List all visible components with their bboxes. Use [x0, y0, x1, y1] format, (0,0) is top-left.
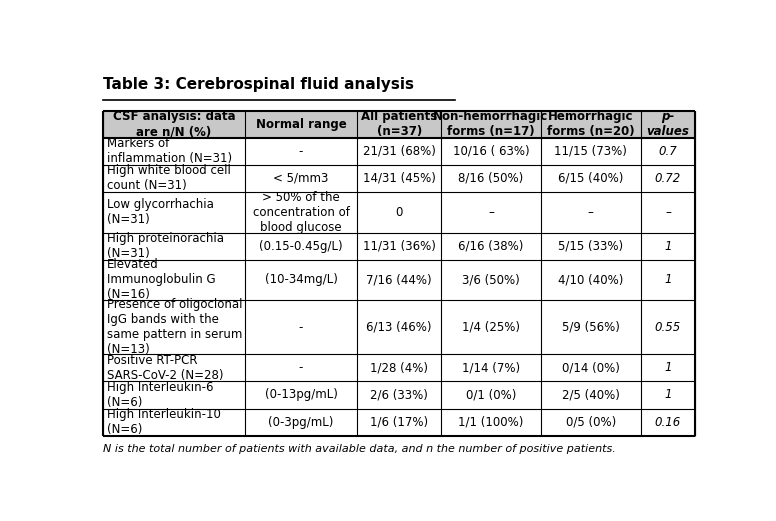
Text: 1: 1	[664, 362, 672, 375]
Text: 6/15 (40%): 6/15 (40%)	[558, 172, 623, 185]
Text: 1/14 (7%): 1/14 (7%)	[462, 362, 520, 375]
Bar	[103, 110, 695, 138]
Text: 0.7: 0.7	[659, 145, 677, 158]
Text: High Interleukin-6
(N=6): High Interleukin-6 (N=6)	[106, 381, 213, 409]
Text: 1: 1	[664, 274, 672, 287]
Text: CSF analysis: data
are n/N (%): CSF analysis: data are n/N (%)	[113, 110, 235, 138]
Text: Low glycorrhachia
(N=31): Low glycorrhachia (N=31)	[106, 198, 213, 226]
Text: 3/6 (50%): 3/6 (50%)	[462, 274, 520, 287]
Text: Positive RT-PCR
SARS-CoV-2 (N=28): Positive RT-PCR SARS-CoV-2 (N=28)	[106, 354, 223, 382]
Text: –: –	[488, 206, 494, 219]
Text: 2/5 (40%): 2/5 (40%)	[562, 389, 620, 402]
Text: 5/9 (56%): 5/9 (56%)	[562, 321, 620, 334]
Text: 2/6 (33%): 2/6 (33%)	[370, 389, 428, 402]
Text: 0/14 (0%): 0/14 (0%)	[562, 362, 620, 375]
Text: 0/5 (0%): 0/5 (0%)	[566, 416, 616, 429]
Text: Hemorrhagic
forms (n=20): Hemorrhagic forms (n=20)	[547, 110, 635, 138]
Text: 21/31 (68%): 21/31 (68%)	[362, 145, 435, 158]
Text: 11/31 (36%): 11/31 (36%)	[362, 240, 435, 253]
Text: (10-34mg/L): (10-34mg/L)	[265, 274, 338, 287]
Text: 7/16 (44%): 7/16 (44%)	[366, 274, 432, 287]
Text: 0.16: 0.16	[655, 416, 681, 429]
Text: 1/6 (17%): 1/6 (17%)	[370, 416, 428, 429]
Text: N is the total number of patients with available data, and n the number of posit: N is the total number of patients with a…	[103, 444, 616, 454]
Text: Normal range: Normal range	[255, 118, 346, 131]
Text: 0.55: 0.55	[655, 321, 681, 334]
Text: 5/15 (33%): 5/15 (33%)	[558, 240, 623, 253]
Text: > 50% of the
concentration of
blood glucose: > 50% of the concentration of blood gluc…	[252, 191, 349, 234]
Text: 1: 1	[664, 240, 672, 253]
Text: Markers of
inflammation (N=31): Markers of inflammation (N=31)	[106, 137, 232, 165]
Text: < 5/mm3: < 5/mm3	[273, 172, 329, 185]
Text: -: -	[299, 362, 303, 375]
Text: Table 3: Cerebrospinal fluid analysis: Table 3: Cerebrospinal fluid analysis	[103, 77, 414, 92]
Text: 8/16 (50%): 8/16 (50%)	[459, 172, 524, 185]
Text: (0-3pg/mL): (0-3pg/mL)	[268, 416, 334, 429]
Text: Presence of oligoclonal
IgG bands with the
same pattern in serum
(N=13): Presence of oligoclonal IgG bands with t…	[106, 299, 242, 356]
Text: 6/16 (38%): 6/16 (38%)	[459, 240, 524, 253]
Text: 1/1 (100%): 1/1 (100%)	[459, 416, 524, 429]
Text: –: –	[665, 206, 671, 219]
Text: 6/13 (46%): 6/13 (46%)	[366, 321, 432, 334]
Text: 1: 1	[664, 389, 672, 402]
Text: (0.15-0.45g/L): (0.15-0.45g/L)	[259, 240, 343, 253]
Text: Non-hemorrhagic
forms (n=17): Non-hemorrhagic forms (n=17)	[433, 110, 549, 138]
Text: 4/10 (40%): 4/10 (40%)	[558, 274, 623, 287]
Text: 14/31 (45%): 14/31 (45%)	[362, 172, 435, 185]
Text: High proteinorachia
(N=31): High proteinorachia (N=31)	[106, 232, 223, 260]
Text: Elevated
Immunoglobulin G
(N=16): Elevated Immunoglobulin G (N=16)	[106, 258, 215, 302]
Text: 11/15 (73%): 11/15 (73%)	[554, 145, 627, 158]
Text: High Interleukin-10
(N=6): High Interleukin-10 (N=6)	[106, 408, 220, 436]
Text: 10/16 ( 63%): 10/16 ( 63%)	[452, 145, 529, 158]
Text: 0/1 (0%): 0/1 (0%)	[466, 389, 516, 402]
Text: All patients
(n=37): All patients (n=37)	[361, 110, 438, 138]
Text: (0-13pg/mL): (0-13pg/mL)	[265, 389, 338, 402]
Text: 0.72: 0.72	[655, 172, 681, 185]
Text: 0: 0	[396, 206, 403, 219]
Text: -: -	[299, 145, 303, 158]
Text: –: –	[588, 206, 594, 219]
Text: 1/28 (4%): 1/28 (4%)	[370, 362, 428, 375]
Text: High white blood cell
count (N=31): High white blood cell count (N=31)	[106, 164, 230, 192]
Text: -: -	[299, 321, 303, 334]
Text: p-
values: p- values	[646, 110, 689, 138]
Text: 1/4 (25%): 1/4 (25%)	[462, 321, 520, 334]
